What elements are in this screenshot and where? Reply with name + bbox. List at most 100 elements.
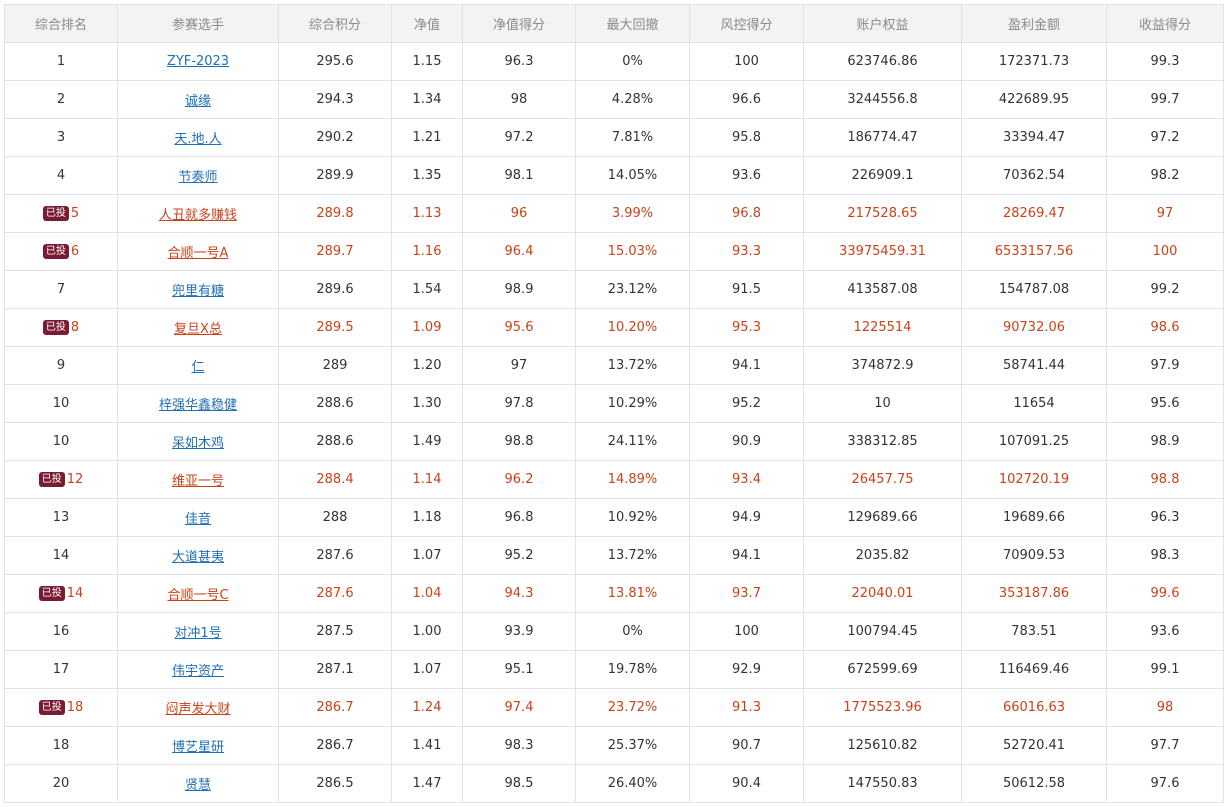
player-name-link[interactable]: 天.地.人 bbox=[174, 132, 222, 147]
player-name-link[interactable]: 人丑就多赚钱 bbox=[158, 208, 237, 223]
player-name-link[interactable]: 博艺星研 bbox=[171, 740, 224, 755]
cell-risk-score: 93.4 bbox=[689, 460, 804, 499]
table-row: 已投 12 维亚一号 288.4 1.14 96.2 14.89% 93.4 26457.75 1… bbox=[4, 460, 1224, 499]
player-name-link[interactable]: 节奏师 bbox=[178, 170, 218, 185]
cell-profit: 70909.53 bbox=[961, 536, 1107, 575]
invested-badge: 已投 bbox=[42, 206, 69, 221]
table-row: 1 ZYF-2023 295.6 1.15 96.3 0% 100 623746.86 1723… bbox=[4, 42, 1224, 81]
cell-player: 贤慧 bbox=[117, 764, 279, 803]
player-name-link[interactable]: ZYF-2023 bbox=[166, 54, 230, 69]
cell-score: 286.5 bbox=[278, 764, 392, 803]
table-row: 14 大道甚夷 287.6 1.07 95.2 13.72% 94.1 2035.82 7090… bbox=[4, 536, 1224, 575]
cell-max-drawdown: 26.40% bbox=[575, 764, 690, 803]
cell-equity: 22040.01 bbox=[803, 574, 962, 613]
cell-return-score: 97.6 bbox=[1106, 764, 1224, 803]
player-name-link[interactable]: 兜里有糖 bbox=[171, 284, 224, 299]
table-row: 17 伟宇资产 287.1 1.07 95.1 19.78% 92.9 672599.69 11… bbox=[4, 650, 1224, 689]
player-name-link[interactable]: 伟宇资产 bbox=[171, 664, 224, 679]
table-row: 已投 8 复旦X总 289.5 1.09 95.6 10.20% 95.3 1225514 907… bbox=[4, 308, 1224, 347]
cell-risk-score: 90.4 bbox=[689, 764, 804, 803]
cell-nav: 1.49 bbox=[391, 422, 463, 461]
cell-nav: 1.15 bbox=[391, 42, 463, 81]
cell-profit: 50612.58 bbox=[961, 764, 1107, 803]
table-row: 已投 5 人丑就多赚钱 289.8 1.13 96 3.99% 96.8 217528.65 28… bbox=[4, 194, 1224, 233]
cell-nav: 1.18 bbox=[391, 498, 463, 537]
rank-number: 10 bbox=[52, 396, 70, 411]
cell-max-drawdown: 10.92% bbox=[575, 498, 690, 537]
cell-nav: 1.47 bbox=[391, 764, 463, 803]
cell-nav-score: 93.9 bbox=[462, 612, 576, 651]
cell-score: 289.6 bbox=[278, 270, 392, 309]
player-name-link[interactable]: 对冲1号 bbox=[174, 626, 222, 641]
cell-max-drawdown: 23.12% bbox=[575, 270, 690, 309]
cell-rank: 已投 18 bbox=[4, 688, 118, 727]
cell-score: 289.7 bbox=[278, 232, 392, 271]
cell-player: 合顺一号C bbox=[117, 574, 279, 613]
cell-player: 仁 bbox=[117, 346, 279, 385]
player-name-link[interactable]: 呆如木鸡 bbox=[171, 436, 224, 451]
player-name-link[interactable]: 复旦X总 bbox=[174, 322, 222, 337]
cell-equity: 217528.65 bbox=[803, 194, 962, 233]
cell-max-drawdown: 4.28% bbox=[575, 80, 690, 119]
player-name-link[interactable]: 诚缘 bbox=[184, 94, 211, 109]
cell-nav-score: 98.5 bbox=[462, 764, 576, 803]
invested-badge: 已投 bbox=[38, 700, 65, 715]
table-row: 已投 6 合顺一号A 289.7 1.16 96.4 15.03% 93.3 33975459.… bbox=[4, 232, 1224, 271]
cell-profit: 52720.41 bbox=[961, 726, 1107, 765]
rank-number: 3 bbox=[56, 130, 66, 145]
cell-profit: 33394.47 bbox=[961, 118, 1107, 157]
cell-nav-score: 94.3 bbox=[462, 574, 576, 613]
rank-number: 9 bbox=[56, 358, 66, 373]
cell-nav-score: 97.2 bbox=[462, 118, 576, 157]
table-row: 4 节奏师 289.9 1.35 98.1 14.05% 93.6 226909.1 70362… bbox=[4, 156, 1224, 195]
cell-rank: 已投 5 bbox=[4, 194, 118, 233]
header-risk-score: 风控得分 bbox=[689, 4, 804, 43]
player-name-link[interactable]: 仁 bbox=[191, 360, 205, 375]
table-row: 13 佳音 288 1.18 96.8 10.92% 94.9 129689.66 19689.… bbox=[4, 498, 1224, 537]
cell-rank: 14 bbox=[4, 536, 118, 575]
cell-return-score: 97 bbox=[1106, 194, 1224, 233]
cell-risk-score: 96.6 bbox=[689, 80, 804, 119]
player-name-link[interactable]: 大道甚夷 bbox=[171, 550, 224, 565]
cell-risk-score: 94.1 bbox=[689, 346, 804, 385]
cell-rank: 4 bbox=[4, 156, 118, 195]
rank-number: 8 bbox=[70, 320, 80, 335]
table-row: 20 贤慧 286.5 1.47 98.5 26.40% 90.4 147550.83 5061… bbox=[4, 764, 1224, 803]
cell-max-drawdown: 13.72% bbox=[575, 346, 690, 385]
cell-nav-score: 97.4 bbox=[462, 688, 576, 727]
cell-score: 287.6 bbox=[278, 536, 392, 575]
player-name-link[interactable]: 佳音 bbox=[184, 512, 211, 527]
player-name-link[interactable]: 合顺一号A bbox=[167, 246, 229, 261]
player-name-link[interactable]: 合顺一号C bbox=[167, 588, 229, 603]
header-score: 综合积分 bbox=[278, 4, 392, 43]
player-name-link[interactable]: 维亚一号 bbox=[171, 474, 224, 489]
header-max-drawdown: 最大回撤 bbox=[575, 4, 690, 43]
player-name-link[interactable]: 梓强华鑫稳健 bbox=[158, 398, 237, 413]
player-name-link[interactable]: 贤慧 bbox=[184, 778, 211, 793]
cell-score: 289.5 bbox=[278, 308, 392, 347]
cell-max-drawdown: 25.37% bbox=[575, 726, 690, 765]
ranking-table-container: 综合排名 参赛选手 综合积分 净值 净值得分 最大回撤 风控得分 账户权益 盈利… bbox=[4, 4, 1224, 803]
cell-player: 大道甚夷 bbox=[117, 536, 279, 575]
cell-equity: 100794.45 bbox=[803, 612, 962, 651]
cell-equity: 413587.08 bbox=[803, 270, 962, 309]
cell-equity: 226909.1 bbox=[803, 156, 962, 195]
cell-nav: 1.07 bbox=[391, 650, 463, 689]
cell-profit: 58741.44 bbox=[961, 346, 1107, 385]
cell-nav: 1.07 bbox=[391, 536, 463, 575]
player-name-link[interactable]: 闷声发大财 bbox=[165, 702, 231, 717]
cell-profit: 19689.66 bbox=[961, 498, 1107, 537]
cell-nav: 1.34 bbox=[391, 80, 463, 119]
rank-number: 12 bbox=[66, 472, 84, 487]
cell-return-score: 100 bbox=[1106, 232, 1224, 271]
cell-return-score: 99.6 bbox=[1106, 574, 1224, 613]
cell-score: 290.2 bbox=[278, 118, 392, 157]
cell-nav-score: 98.3 bbox=[462, 726, 576, 765]
cell-score: 289 bbox=[278, 346, 392, 385]
cell-equity: 338312.85 bbox=[803, 422, 962, 461]
cell-profit: 422689.95 bbox=[961, 80, 1107, 119]
cell-rank: 20 bbox=[4, 764, 118, 803]
cell-nav-score: 98.8 bbox=[462, 422, 576, 461]
cell-nav: 1.54 bbox=[391, 270, 463, 309]
cell-equity: 1225514 bbox=[803, 308, 962, 347]
